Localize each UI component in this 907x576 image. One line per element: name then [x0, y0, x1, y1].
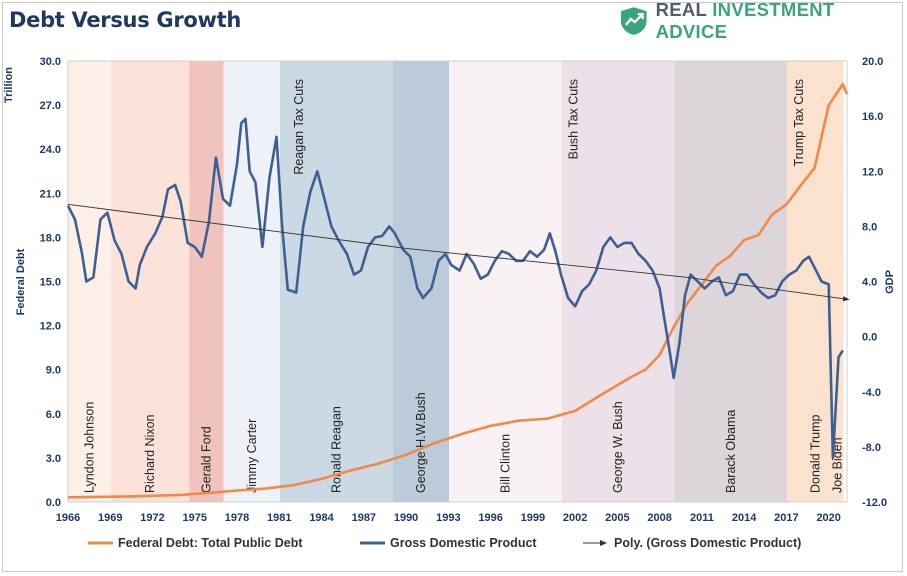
left-axis-tick-label: 15.0	[40, 277, 61, 289]
federal-debt-line	[67, 82, 849, 499]
left-axis-unit-label: Trillion	[3, 67, 15, 103]
presidency-band	[280, 61, 393, 502]
president-label: Lyndon Johnson	[82, 402, 96, 493]
right-axis-tick-label: 12.0	[862, 166, 883, 178]
legend-debt-label: Federal Debt: Total Public Debt	[118, 536, 303, 550]
x-axis-tick-label: 2005	[605, 512, 629, 524]
trendline	[67, 203, 850, 302]
x-axis-tick-label: 2020	[816, 512, 840, 524]
left-axis-tick-label: 12.0	[40, 321, 61, 333]
presidency-band	[674, 61, 788, 502]
x-axis-tick-label: 1978	[225, 512, 249, 524]
x-axis-tick-label: 1999	[521, 512, 545, 524]
x-axis-tick-label: 2008	[647, 512, 671, 524]
left-axis-tick-label: 0.0	[46, 497, 61, 509]
presidency-band	[843, 61, 847, 502]
president-label: George W. Bush	[611, 401, 625, 493]
event-label: Reagan Tax Cuts	[292, 79, 306, 175]
x-axis-tick-label: 1981	[267, 512, 291, 524]
president-label: Jimmy Carter	[245, 419, 259, 493]
brand-logo: REAL INVESTMENT ADVICE	[620, 0, 907, 42]
x-axis-tick-label: 1966	[56, 512, 80, 524]
brand-name: REAL INVESTMENT ADVICE	[655, 0, 835, 42]
event-label: Bush Tax Cuts	[567, 79, 581, 159]
x-axis-tick-label: 2011	[690, 512, 714, 524]
x-axis-tick-label: 1969	[98, 512, 122, 524]
left-axis-tick-label: 6.0	[46, 409, 61, 421]
presidency-band	[449, 61, 562, 502]
left-axis-tick-label: 3.0	[46, 453, 61, 465]
right-axis-tick-label: 20.0	[862, 56, 883, 68]
president-label: Richard Nixon	[143, 414, 157, 493]
x-axis-tick-label: 2017	[774, 512, 798, 524]
left-axis-tick-label: 21.0	[40, 188, 61, 200]
president-label: Ronald Reagan	[329, 406, 343, 493]
x-axis-tick-label: 1993	[436, 512, 460, 524]
right-axis-tick-label: 16.0	[862, 111, 883, 123]
presidency-band	[110, 61, 190, 502]
president-label: Barack Obama	[724, 410, 738, 493]
shield-chart-icon	[620, 7, 647, 35]
president-label: Bill Clinton	[498, 434, 512, 493]
right-axis-tick-label: 0.0	[862, 332, 877, 344]
presidency-band	[223, 61, 281, 502]
right-axis-tick-label: -12.0	[862, 497, 887, 509]
x-axis-tick-label: 2002	[563, 512, 587, 524]
president-label: Gerald Ford	[199, 426, 213, 493]
legend-gdp-label: Gross Domestic Product	[390, 536, 537, 550]
presidency-band	[189, 61, 224, 502]
right-axis-title: GDP	[884, 270, 896, 294]
left-axis-tick-label: 30.0	[40, 56, 61, 68]
right-axis-tick-label: -4.0	[862, 387, 881, 399]
x-axis-tick-label: 1996	[478, 512, 502, 524]
x-axis-tick-label: 1990	[394, 512, 418, 524]
x-axis-tick-label: 1984	[309, 512, 334, 524]
event-label: Trump Tax Cuts	[792, 79, 806, 167]
left-axis-tick-label: 27.0	[40, 100, 61, 112]
x-axis-tick-label: 1972	[140, 512, 164, 524]
x-axis-tick-label: 1987	[352, 512, 376, 524]
presidency-band	[392, 61, 450, 502]
left-axis-tick-label: 9.0	[46, 365, 61, 377]
presidency-band	[68, 61, 111, 502]
left-axis-tick-label: 18.0	[40, 232, 61, 244]
x-axis-tick-label: 2014	[732, 512, 757, 524]
legend-trend-label: Poly. (Gross Domestic Product)	[614, 536, 801, 550]
chart-title: Debt Versus Growth	[9, 8, 242, 32]
x-axis-tick-label: 1975	[183, 512, 207, 524]
left-axis-title: Federal Debt	[15, 248, 27, 315]
right-axis-tick-label: 4.0	[862, 277, 877, 289]
right-axis-tick-label: 8.0	[862, 221, 877, 233]
plot-border	[67, 60, 848, 503]
president-label: Donald Trump	[808, 414, 822, 493]
president-label: George H.W.Bush	[414, 392, 428, 493]
right-axis-tick-label: -8.0	[862, 442, 881, 454]
gdp-line	[66, 117, 844, 460]
left-axis-tick-label: 24.0	[40, 144, 61, 156]
